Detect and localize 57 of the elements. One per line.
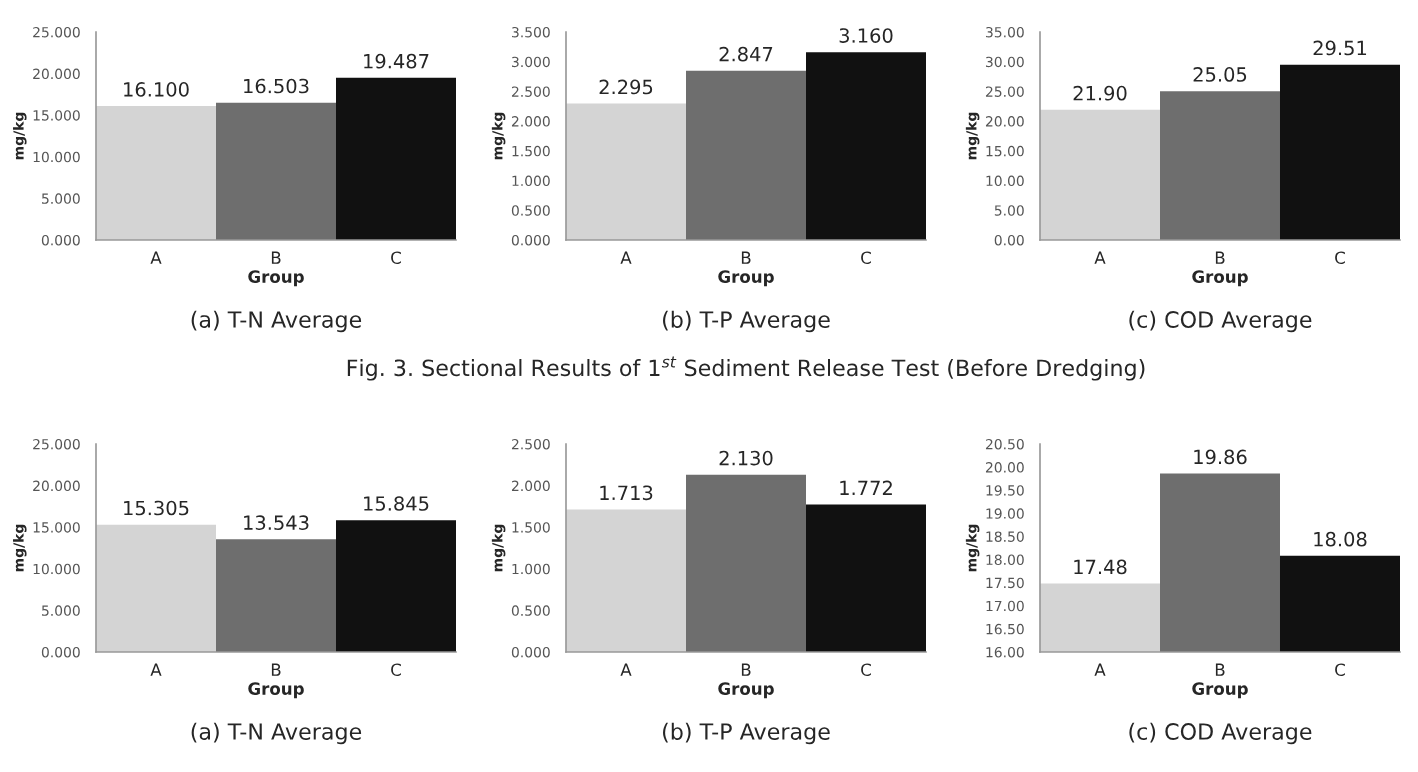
x-tick-label: A <box>620 251 632 264</box>
x-tick-label: C <box>391 663 401 677</box>
x-tick-label: C <box>1335 251 1345 265</box>
data-label: 2.130 <box>719 450 773 466</box>
x-tick-label: C <box>861 251 871 265</box>
data-label: 3.160 <box>839 28 893 43</box>
x-axis-title: Group <box>718 270 774 287</box>
data-label: 2.847 <box>719 46 773 62</box>
data-label: 16.100 <box>124 82 189 97</box>
data-label: 25.05 <box>1193 67 1247 82</box>
x-tick-label: A <box>150 251 162 264</box>
x-tick-label: C <box>861 663 871 677</box>
data-label: 1.772 <box>840 480 892 495</box>
data-label: 16.503 <box>244 78 309 94</box>
bar <box>806 504 926 652</box>
bar <box>566 103 686 240</box>
data-label: 29.51 <box>1313 40 1367 56</box>
x-axis-title: Group <box>1192 682 1248 699</box>
x-tick-label: B <box>1215 663 1225 676</box>
text: (b) T-P Average <box>663 722 830 745</box>
x-tick-label: B <box>741 251 751 264</box>
text: (c) COD Average <box>1129 722 1312 745</box>
x-tick-label: B <box>271 251 281 264</box>
data-label: 21.90 <box>1073 85 1127 101</box>
data-label: 19.487 <box>364 53 429 69</box>
x-tick-label: C <box>391 251 401 265</box>
text: (a) T-N Average <box>191 722 362 745</box>
x-tick-label: A <box>1094 251 1106 264</box>
text: (b) T-P Average <box>663 310 830 333</box>
text: (c) COD Average <box>1129 310 1312 333</box>
x-axis-title: Group <box>718 682 774 699</box>
bar <box>566 509 686 652</box>
x-tick-label: B <box>271 663 281 676</box>
x-tick-label: C <box>1335 663 1345 677</box>
data-label: 15.845 <box>364 496 429 511</box>
bar <box>1040 109 1160 240</box>
data-label: 1.713 <box>600 485 653 501</box>
data-label: 2.295 <box>599 79 653 95</box>
x-tick-label: A <box>1094 663 1106 676</box>
caption: Fig. 3. Sectional Results of 1$^{st}$ Sediment Release Test (Before Dredging) <box>347 356 1145 381</box>
bar <box>96 524 216 652</box>
data-label: 17.48 <box>1074 559 1127 575</box>
x-axis-title: Group <box>248 682 304 699</box>
x-axis-title: Group <box>1192 270 1248 287</box>
data-label: 13.543 <box>244 515 309 530</box>
x-tick-label: A <box>620 663 632 676</box>
x-tick-label: A <box>150 663 162 676</box>
bar <box>336 520 456 652</box>
bar <box>216 539 336 652</box>
x-tick-label: B <box>1215 251 1225 264</box>
data-label: 19.86 <box>1194 449 1247 465</box>
bar <box>1160 91 1280 240</box>
data-label: 18.08 <box>1314 531 1367 547</box>
x-tick-label: B <box>741 663 751 676</box>
data-label: 15.305 <box>124 500 189 516</box>
text: (a) T-N Average <box>191 310 362 333</box>
x-axis-title: Group <box>248 270 304 287</box>
